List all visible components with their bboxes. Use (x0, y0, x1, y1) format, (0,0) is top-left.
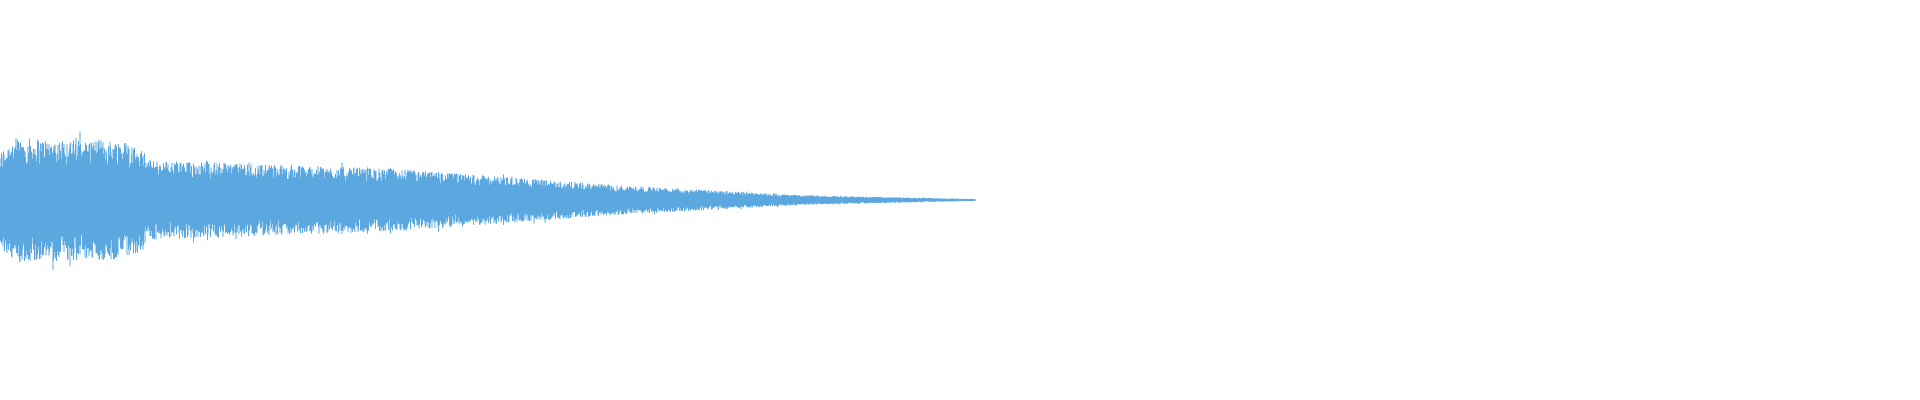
waveform (0, 131, 976, 270)
